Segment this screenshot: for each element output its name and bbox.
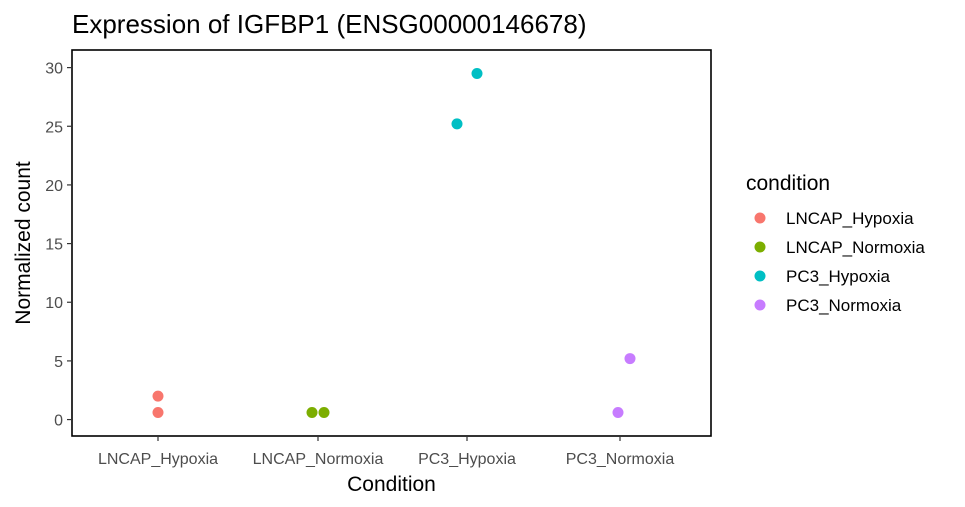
data-point <box>451 118 463 130</box>
y-tick-label: 10 <box>45 295 63 312</box>
y-axis-title: Normalized count <box>12 161 35 325</box>
legend-key <box>754 212 766 224</box>
x-axis: LNCAP_Hypoxia LNCAP_Normoxia PC3_Hypoxia PC… <box>98 436 674 468</box>
x-axis-title: Condition <box>347 473 436 496</box>
x-tick-label: LNCAP_Normoxia <box>253 451 384 468</box>
y-tick-label: 0 <box>54 413 63 430</box>
y-tick-label: 5 <box>54 354 63 371</box>
plot-panel <box>71 49 712 437</box>
data-point <box>152 390 164 402</box>
x-tick-label: LNCAP_Hypoxia <box>98 451 218 468</box>
data-point <box>624 353 636 365</box>
legend: condition LNCAP_Hypoxia LNCAP_Normoxia PC3… <box>746 172 925 315</box>
data-point <box>152 407 164 419</box>
legend-label: LNCAP_Hypoxia <box>786 209 914 228</box>
legend-key <box>754 299 766 311</box>
legend-label: PC3_Hypoxia <box>786 267 890 286</box>
legend-label: LNCAP_Normoxia <box>786 238 925 257</box>
y-tick-label: 30 <box>45 61 63 78</box>
y-axis: 0 5 10 15 20 25 30 <box>45 61 72 430</box>
legend-label: PC3_Normoxia <box>786 296 902 315</box>
data-point <box>306 407 318 419</box>
legend-title: condition <box>746 172 830 195</box>
y-tick-label: 15 <box>45 237 63 254</box>
x-tick-label: PC3_Normoxia <box>566 451 675 468</box>
chart-title: Expression of IGFBP1 (ENSG00000146678) <box>72 9 587 39</box>
data-points <box>152 67 636 419</box>
data-point <box>612 407 624 419</box>
data-point <box>471 67 483 79</box>
data-point <box>318 407 330 419</box>
x-tick-label: PC3_Hypoxia <box>418 451 516 468</box>
y-tick-label: 25 <box>45 119 63 136</box>
y-tick-label: 20 <box>45 178 63 195</box>
legend-key <box>754 270 766 282</box>
legend-key <box>754 241 766 253</box>
